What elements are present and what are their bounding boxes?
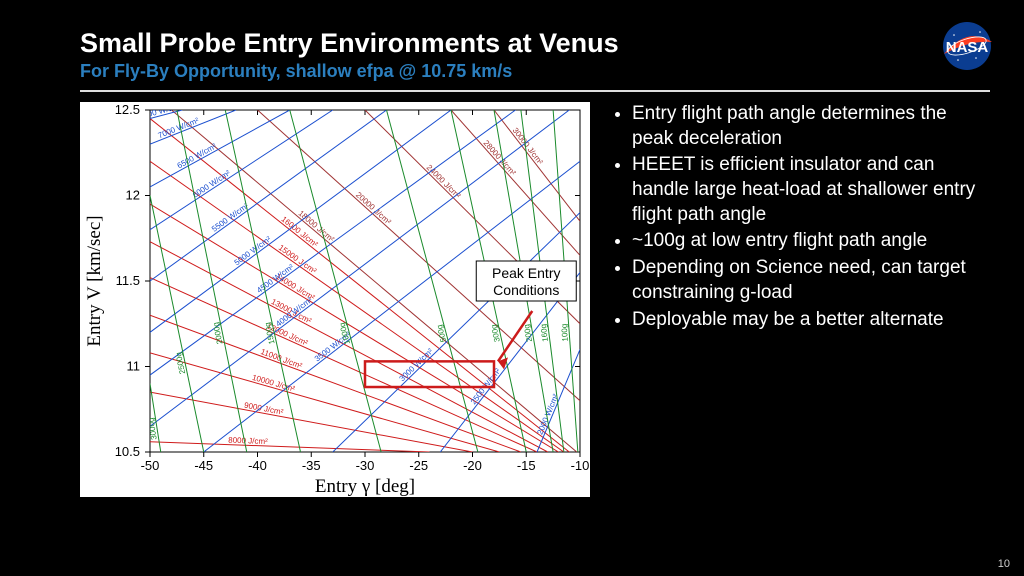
svg-text:-50: -50 — [141, 458, 160, 473]
svg-text:10.5: 10.5 — [115, 444, 140, 459]
svg-text:9000 J/cm²: 9000 J/cm² — [243, 401, 284, 417]
svg-text:11.5: 11.5 — [116, 273, 140, 288]
bullet-item: Depending on Science need, can target co… — [632, 256, 990, 305]
svg-text:Peak Entry: Peak Entry — [492, 265, 560, 281]
svg-text:-30: -30 — [356, 458, 375, 473]
svg-text:100g: 100g — [560, 323, 570, 341]
svg-text:8000 J/cm²: 8000 J/cm² — [228, 436, 268, 446]
svg-text:-15: -15 — [517, 458, 536, 473]
svg-text:-35: -35 — [302, 458, 321, 473]
svg-text:Conditions: Conditions — [493, 282, 559, 298]
svg-text:-25: -25 — [409, 458, 428, 473]
svg-text:12.5: 12.5 — [115, 102, 140, 117]
slide-root: NASA Small Probe Entry Environments at V… — [0, 0, 1024, 576]
bullet-list: Entry flight path angle determines the p… — [610, 102, 990, 497]
page-subtitle: For Fly-By Opportunity, shallow efpa @ 1… — [80, 61, 990, 82]
svg-text:200g: 200g — [522, 324, 534, 343]
entry-chart: -50 -45 -40 -35 -30 -25 -20 -15 -10 10.5 11 11.5 12 1… — [80, 102, 590, 497]
bullet-item: HEEET is efficient insulator and can han… — [632, 153, 990, 227]
svg-text:Entry γ [deg]: Entry γ [deg] — [315, 476, 415, 497]
svg-text:-20: -20 — [463, 458, 482, 473]
svg-text:12: 12 — [126, 188, 140, 203]
svg-text:Entry V [km/sec]: Entry V [km/sec] — [84, 215, 105, 346]
svg-text:5000 W/cm²: 5000 W/cm² — [233, 234, 273, 267]
bullet-item: Entry flight path angle determines the p… — [632, 102, 990, 151]
svg-text:11: 11 — [127, 359, 141, 374]
svg-text:10000 J/cm²: 10000 J/cm² — [251, 373, 296, 394]
content-row: -50 -45 -40 -35 -30 -25 -20 -15 -10 10.5 11 11.5 12 1… — [80, 102, 990, 497]
svg-text:6000 W/cm²: 6000 W/cm² — [191, 168, 232, 199]
svg-text:-40: -40 — [248, 458, 267, 473]
bullet-item: ~100g at low entry flight path angle — [632, 229, 990, 254]
nasa-logo: NASA — [936, 20, 998, 77]
page-title: Small Probe Entry Environments at Venus — [80, 28, 990, 59]
bullet-item: Deployable may be a better alternate — [632, 308, 990, 333]
svg-text:500g: 500g — [435, 324, 448, 344]
svg-text:6500 W/cm²: 6500 W/cm² — [176, 142, 218, 171]
svg-text:5500 W/cm²: 5500 W/cm² — [210, 201, 250, 234]
svg-text:-45: -45 — [194, 458, 213, 473]
svg-text:300g: 300g — [489, 324, 502, 343]
svg-text:7500 W/cm²: 7500 W/cm² — [138, 102, 182, 121]
svg-text:20000 J/cm²: 20000 J/cm² — [354, 190, 393, 226]
svg-text:3000 W/cm²: 3000 W/cm² — [398, 347, 435, 384]
svg-text:-10: -10 — [571, 458, 590, 473]
divider — [80, 90, 990, 92]
page-number: 10 — [998, 558, 1010, 570]
